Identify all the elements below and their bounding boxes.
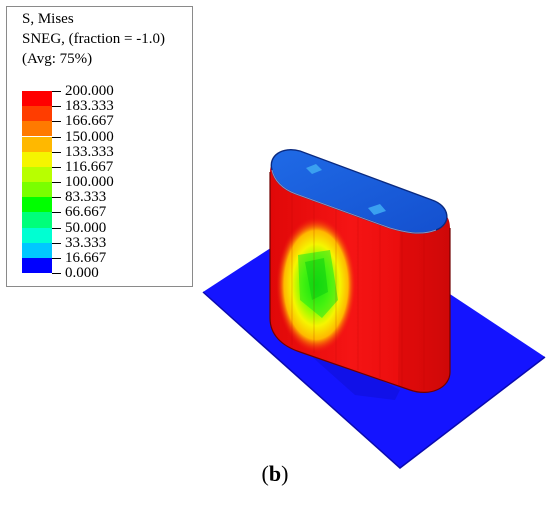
contour-legend: S, Mises SNEG, (fraction = -1.0) (Avg: 7… [6,6,193,287]
legend-value-label: 66.667 [65,204,107,221]
legend-swatch [22,182,52,198]
caption-close-paren: ) [281,461,289,486]
legend-tick [52,227,61,229]
caption-open-paren: ( [261,461,269,486]
legend-tick [52,136,61,138]
legend-value-label: 150.000 [65,128,114,145]
caption-letter: b [268,461,282,486]
legend-tick [52,273,61,275]
legend-variable-label: S, Mises [22,11,74,27]
legend-value-label: 200.000 [65,83,114,99]
legend-tick [52,151,61,153]
legend-swatch [22,197,52,213]
legend-value-label: 183.333 [65,98,114,115]
legend-value-label: 100.000 [65,174,114,191]
legend-tick [52,91,61,92]
legend-tick [52,182,61,184]
legend-swatch [22,257,52,274]
legend-value-label: 0.000 [65,265,99,282]
legend-value-label: 133.333 [65,143,114,160]
legend-swatch [22,166,52,182]
legend-tick [52,197,61,199]
legend-tick [52,257,61,259]
legend-swatch [22,106,52,122]
legend-swatch [22,121,52,137]
legend-swatch [22,227,52,243]
legend-section-label: SNEG, (fraction = -1.0) [22,31,166,47]
legend-value-label: 166.667 [65,113,114,130]
legend-swatch [22,91,52,107]
legend-swatch [22,136,52,152]
legend-swatch [22,151,52,167]
legend-tick [52,121,61,123]
legend-averaging-label: (Avg: 75%) [22,51,93,67]
legend-tick [52,212,61,214]
legend-tick [52,106,61,108]
legend-value-label: 83.333 [65,189,107,206]
legend-value-label: 116.667 [65,158,114,175]
legend-tick [52,242,61,244]
legend-value-label: 33.333 [65,234,107,251]
legend-color-scale [22,91,52,274]
legend-value-label: 16.667 [65,249,107,266]
legend-tick [52,166,61,168]
figure-caption: (b) [0,461,550,487]
legend-value-label: 50.000 [65,219,107,236]
legend-swatch [22,242,52,258]
legend-swatch [22,212,52,228]
